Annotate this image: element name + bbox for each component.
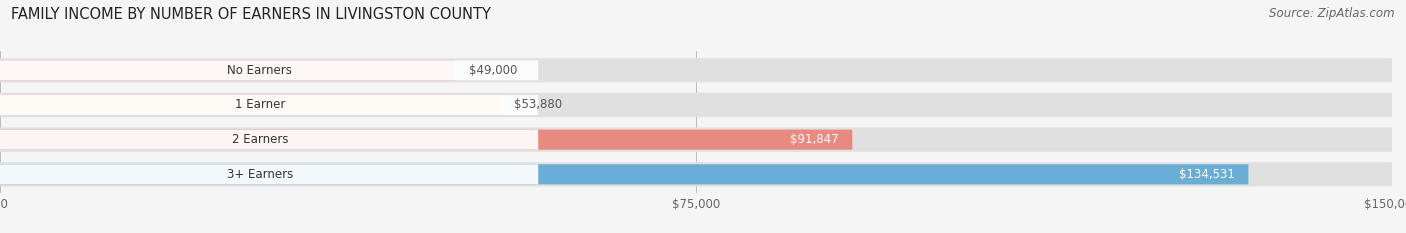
FancyBboxPatch shape — [0, 60, 538, 80]
FancyBboxPatch shape — [0, 164, 1249, 184]
Text: $134,531: $134,531 — [1178, 168, 1234, 181]
FancyBboxPatch shape — [0, 162, 1392, 186]
FancyBboxPatch shape — [0, 127, 1392, 152]
FancyBboxPatch shape — [0, 130, 538, 150]
FancyBboxPatch shape — [0, 60, 454, 80]
Text: $53,880: $53,880 — [515, 99, 562, 112]
Text: No Earners: No Earners — [228, 64, 292, 77]
FancyBboxPatch shape — [0, 58, 1392, 82]
FancyBboxPatch shape — [0, 93, 1392, 117]
Text: 1 Earner: 1 Earner — [235, 99, 285, 112]
Text: Source: ZipAtlas.com: Source: ZipAtlas.com — [1270, 7, 1395, 20]
FancyBboxPatch shape — [0, 95, 538, 115]
FancyBboxPatch shape — [0, 164, 538, 184]
Text: $91,847: $91,847 — [790, 133, 838, 146]
Text: 2 Earners: 2 Earners — [232, 133, 288, 146]
Text: $49,000: $49,000 — [468, 64, 517, 77]
Text: 3+ Earners: 3+ Earners — [226, 168, 292, 181]
Text: FAMILY INCOME BY NUMBER OF EARNERS IN LIVINGSTON COUNTY: FAMILY INCOME BY NUMBER OF EARNERS IN LI… — [11, 7, 491, 22]
FancyBboxPatch shape — [0, 130, 852, 150]
FancyBboxPatch shape — [0, 95, 501, 115]
